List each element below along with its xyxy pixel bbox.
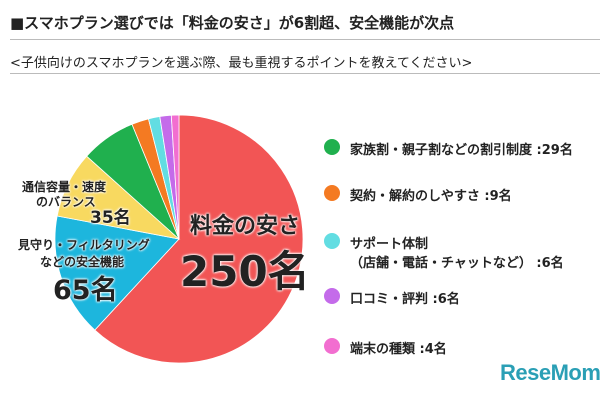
legend-item-device: 端末の種類 :4名 (324, 338, 447, 357)
pie-slice-0 (94, 114, 304, 364)
pie-slice-1 (54, 215, 180, 331)
question-subtitle: <子供向けのスマホプランを選ぶ際、最も重視するポイントを教えてください> (10, 56, 473, 71)
slice-label-price: 料金の安さ (190, 214, 301, 239)
slice-label-data-2: のバランス (36, 195, 96, 209)
legend-dot (324, 288, 340, 304)
legend-label: 契約・解約のしやすさ :9名 (350, 189, 512, 204)
legend-label: 口コミ・評判 :6名 (350, 292, 460, 307)
legend-label-line1: サポート体制 (350, 237, 429, 252)
divider (10, 39, 600, 40)
legend-item-contract: 契約・解約のしやすさ :9名 (324, 185, 512, 204)
legend-item-family-discount: 家族割・親子割などの割引制度 :29名 (324, 139, 573, 158)
legend-dot (324, 185, 340, 201)
resemom-logo: ReseMom (500, 360, 601, 385)
pie-slice-7 (170, 114, 180, 240)
slice-label-safety-1: 見守り・フィルタリング (18, 238, 150, 252)
slice-value-data: 35名 (90, 208, 131, 228)
page-title: ■スマホプラン選びでは「料金の安さ」が6割超、安全機能が次点 (10, 14, 455, 32)
legend-label-line2: （店舗・電話・チャットなど） :6名 (350, 256, 564, 271)
legend-label: 端末の種類 :4名 (350, 342, 447, 357)
legend-item-support: サポート体制 （店舗・電話・チャットなど） :6名 (324, 233, 564, 271)
divider (10, 73, 600, 74)
legend-dot (324, 338, 340, 354)
legend-item-reviews: 口コミ・評判 :6名 (324, 288, 460, 307)
slice-label-safety-2: などの安全機能 (40, 255, 125, 269)
legend-dot (324, 139, 340, 155)
slice-value-safety: 65名 (53, 275, 118, 306)
slice-value-price: 250名 (180, 247, 310, 296)
slice-label-data-1: 通信容量・速度 (22, 180, 107, 194)
legend-dot (324, 233, 340, 249)
legend-label: 家族割・親子割などの割引制度 :29名 (350, 143, 573, 158)
legend-label: サポート体制 （店舗・電話・チャットなど） :6名 (350, 233, 564, 271)
